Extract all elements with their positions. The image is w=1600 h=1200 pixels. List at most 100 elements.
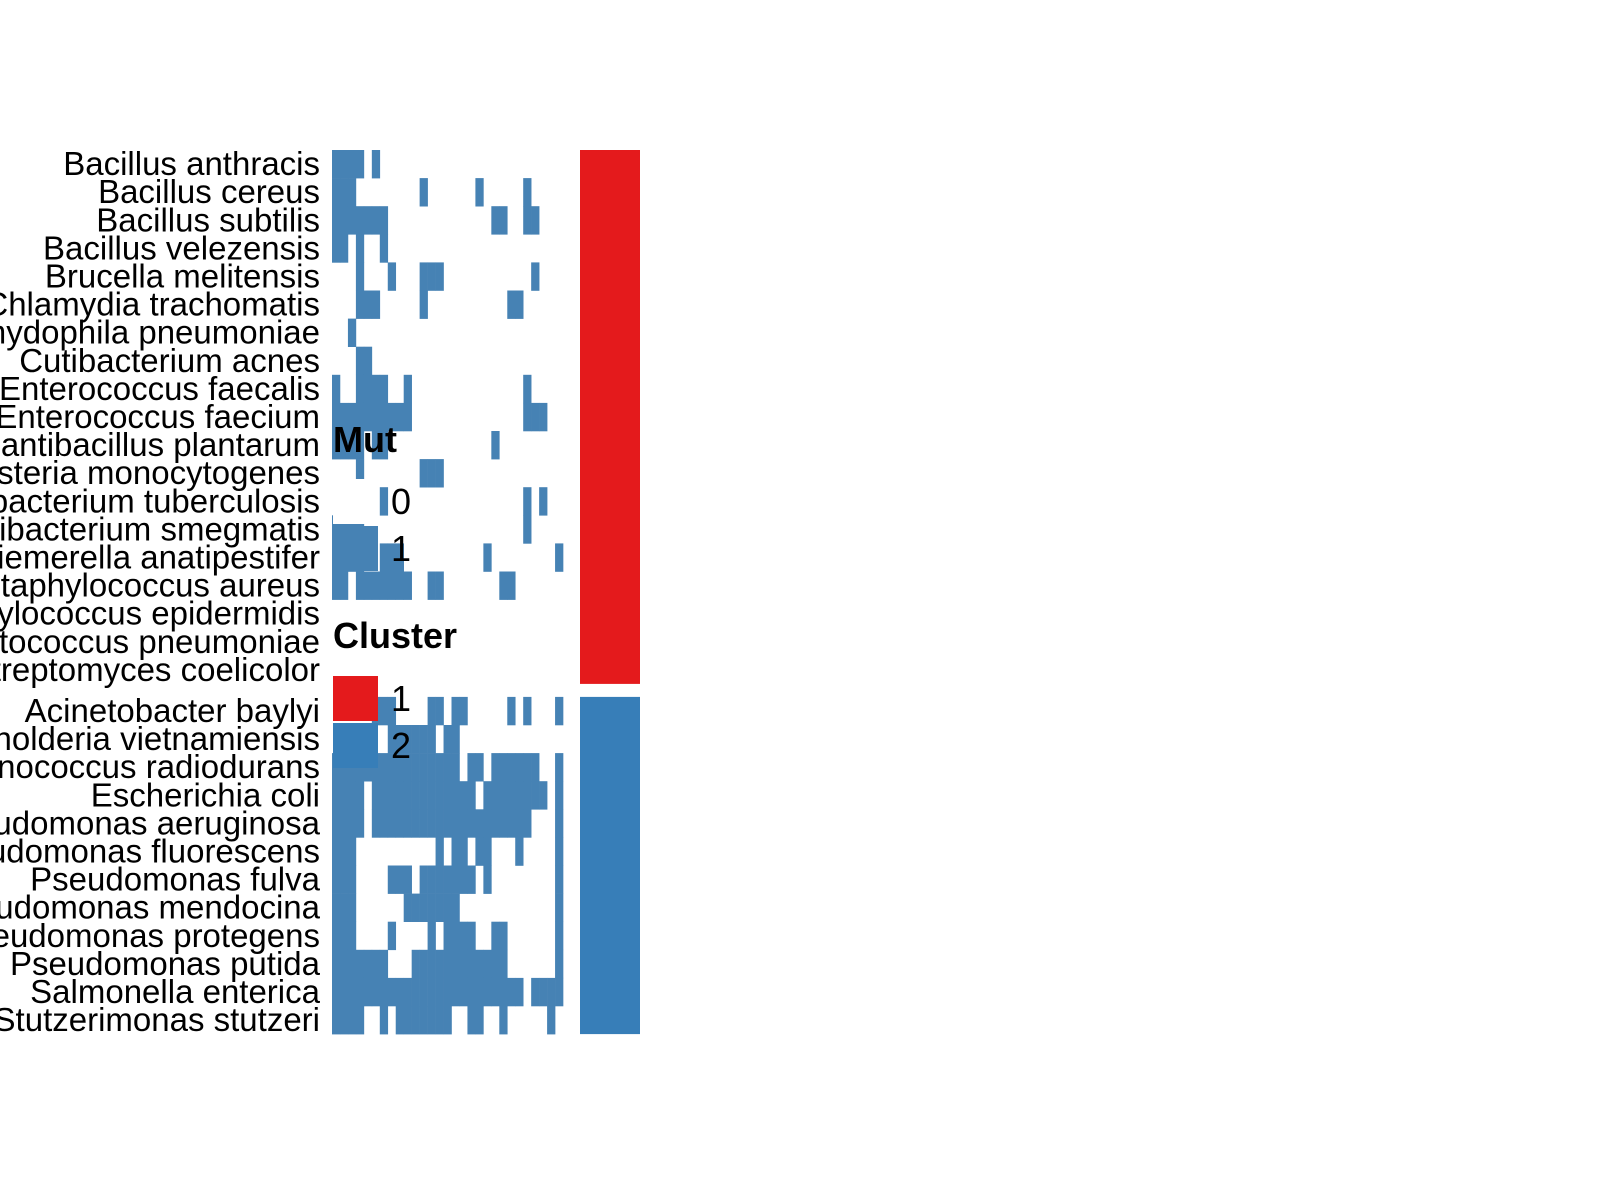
heatmap-cell	[339, 837, 349, 866]
heatmap-cell	[332, 206, 341, 235]
heatmap-cell	[427, 1006, 436, 1035]
heatmap-cell	[387, 402, 397, 432]
heatmap-cell	[339, 893, 349, 922]
heatmap-cell	[332, 374, 341, 404]
heatmap-cell	[355, 234, 365, 263]
heatmap-cell	[467, 1006, 476, 1035]
heatmap-cell	[491, 431, 500, 460]
heatmap-cell	[379, 753, 389, 782]
heatmap-cell	[363, 290, 373, 319]
heatmap-cell	[443, 865, 452, 894]
heatmap-cell	[403, 402, 412, 432]
heatmap-cell	[427, 753, 436, 782]
heatmap-cell	[483, 949, 492, 979]
row-label: Streptococcus pneumoniae	[0, 623, 320, 660]
heatmap-cell	[451, 837, 460, 866]
heatmap-cell	[332, 837, 341, 866]
heatmap-cell	[332, 949, 341, 979]
heatmap-cell	[411, 753, 420, 782]
heatmap-cell	[355, 206, 365, 235]
legend-swatch	[333, 526, 378, 571]
row-label: Enterococcus faecium	[0, 398, 320, 435]
heatmap-cell	[355, 374, 365, 404]
heatmap-cell	[355, 150, 365, 179]
heatmap-cell	[332, 809, 341, 838]
heatmap-cell	[355, 781, 365, 810]
heatmap-cell	[355, 290, 365, 319]
heatmap-cell	[523, 696, 532, 726]
row-label: Pseudomonas protegens	[0, 917, 320, 954]
heatmap-cell	[332, 1006, 341, 1035]
heatmap-cell	[332, 865, 341, 894]
heatmap-cell	[435, 696, 444, 726]
heatmap-cell	[387, 865, 397, 894]
heatmap-cell	[379, 402, 389, 432]
heatmap-cell	[347, 809, 357, 838]
legend-mut: Mut 0 1	[333, 419, 411, 571]
heatmap-cell	[387, 262, 397, 291]
heatmap-cell	[499, 206, 508, 235]
heatmap-cell	[371, 290, 381, 319]
heatmap-cell	[515, 781, 524, 810]
row-label: Deinococcus radiodurans	[0, 748, 320, 785]
heatmap-cell	[435, 459, 444, 488]
heatmap-cell	[355, 1006, 365, 1035]
heatmap-cell	[395, 402, 404, 432]
row-label: Mycolicibacterium smegmatis	[0, 510, 320, 547]
heatmap-cell	[403, 809, 412, 838]
heatmap-cell	[467, 753, 476, 782]
heatmap-cell	[467, 809, 476, 838]
row-label: Staphylococcus epidermidis	[0, 595, 320, 632]
heatmap-cell	[347, 402, 357, 432]
heatmap-cell	[332, 178, 341, 207]
heatmap-cell	[411, 1006, 420, 1035]
heatmap-cell	[459, 696, 468, 726]
heatmap-cell	[379, 374, 389, 404]
heatmap-cell	[531, 402, 540, 432]
heatmap-cell	[523, 402, 532, 432]
heatmap-cell	[395, 571, 404, 600]
row-label: Pseudomonas fulva	[30, 861, 320, 898]
heatmap-cell	[483, 977, 492, 1007]
heatmap-cell	[475, 949, 484, 979]
heatmap-cell	[491, 921, 500, 951]
heatmap-cell	[419, 459, 428, 488]
heatmap-cell	[411, 949, 420, 979]
heatmap-cell	[435, 571, 444, 600]
heatmap-cell	[347, 150, 357, 179]
heatmap-cell	[507, 571, 516, 600]
heatmap-cell	[347, 893, 357, 922]
heatmap-cell	[427, 571, 436, 600]
heatmap-cell	[459, 921, 468, 951]
row-label: Bacillus anthracis	[63, 145, 320, 182]
heatmap-cell	[395, 725, 404, 754]
heatmap-cell	[427, 696, 436, 726]
heatmap-cell	[379, 543, 389, 572]
heatmap-cell	[347, 781, 357, 810]
heatmap-cell	[555, 543, 564, 572]
heatmap-cell	[419, 290, 428, 319]
heatmap-cell	[507, 696, 516, 726]
heatmap-cell	[507, 977, 516, 1007]
heatmap-cell	[363, 949, 373, 979]
heatmap-cell	[379, 809, 389, 838]
heatmap-cell	[435, 262, 444, 291]
heatmap-cell	[339, 1006, 349, 1035]
heatmap-cell	[387, 977, 397, 1007]
heatmap-cell	[483, 809, 492, 838]
heatmap-cell	[339, 977, 349, 1007]
heatmap-cell	[379, 234, 389, 263]
heatmap-cell	[467, 977, 476, 1007]
heatmap-cell	[379, 487, 389, 516]
heatmap-cell	[555, 949, 564, 979]
heatmap-cell	[459, 865, 468, 894]
heatmap-cell	[355, 402, 365, 432]
heatmap-cell	[499, 1006, 508, 1035]
heatmap-cell	[419, 262, 428, 291]
heatmap-cell	[339, 571, 349, 600]
heatmap-cell	[379, 1006, 389, 1035]
heatmap-cell	[419, 178, 428, 207]
heatmap-cell	[371, 949, 381, 979]
heatmap-cell	[555, 893, 564, 922]
cluster-bar-segment-2	[580, 696, 640, 1035]
